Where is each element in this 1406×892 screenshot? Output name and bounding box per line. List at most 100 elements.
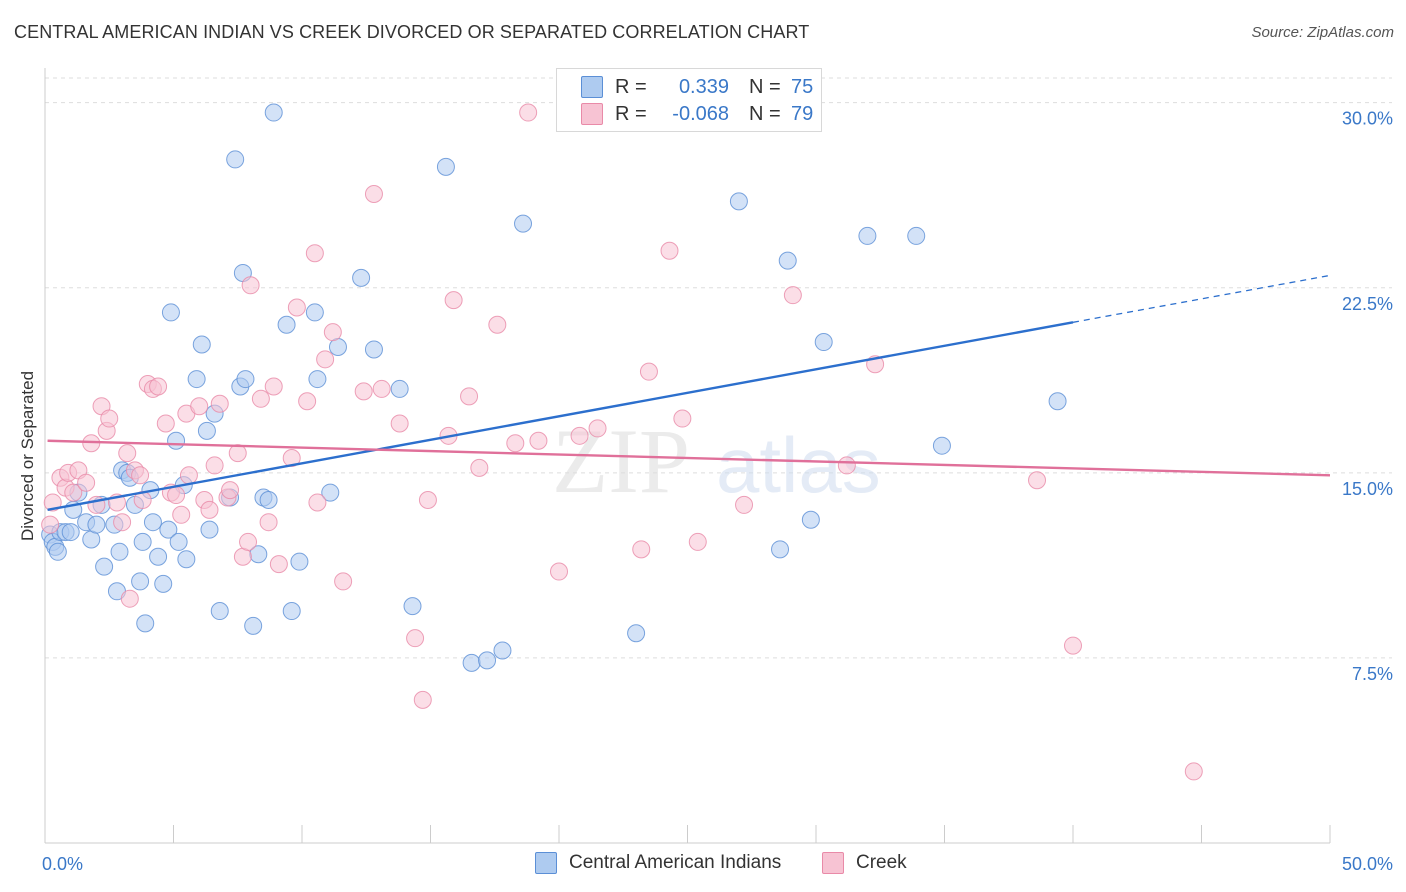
point-blue bbox=[259, 490, 278, 509]
point-blue bbox=[436, 157, 455, 176]
point-blue bbox=[290, 552, 309, 571]
point-pink bbox=[688, 532, 707, 551]
point-blue bbox=[200, 520, 219, 539]
point-pink bbox=[205, 456, 224, 475]
point-pink bbox=[418, 490, 437, 509]
point-pink bbox=[100, 409, 119, 428]
point-pink bbox=[287, 298, 306, 317]
point-pink bbox=[298, 392, 317, 411]
bottom-legend-swatch-pink bbox=[822, 852, 844, 874]
point-pink bbox=[570, 426, 589, 445]
chart-title: CENTRAL AMERICAN INDIAN VS CREEK DIVORCE… bbox=[14, 22, 810, 42]
point-pink bbox=[529, 431, 548, 450]
point-pink bbox=[77, 473, 96, 492]
point-pink bbox=[1028, 471, 1047, 490]
legend-r-label: R = bbox=[615, 102, 647, 125]
point-pink bbox=[673, 409, 692, 428]
point-blue bbox=[771, 540, 790, 559]
point-blue bbox=[110, 542, 129, 561]
source-label: Source: ZipAtlas.com bbox=[1251, 24, 1394, 41]
legend-n-label: N = bbox=[749, 75, 781, 98]
correlation-legend: R = 0.339 N = 75 R = -0.068 N = 79 bbox=[556, 68, 822, 132]
point-blue bbox=[133, 532, 152, 551]
point-pink bbox=[113, 513, 132, 532]
point-pink bbox=[190, 397, 209, 416]
point-pink bbox=[735, 495, 754, 514]
data-points bbox=[41, 103, 1203, 781]
trend-lines bbox=[47, 274, 1331, 512]
point-pink bbox=[167, 486, 186, 505]
legend-n-label: N = bbox=[749, 102, 781, 125]
point-blue bbox=[308, 370, 327, 389]
legend-r-label: R = bbox=[615, 75, 647, 98]
point-pink bbox=[364, 184, 383, 203]
point-blue bbox=[627, 624, 646, 643]
point-blue bbox=[95, 557, 114, 576]
point-blue bbox=[236, 370, 255, 389]
point-blue bbox=[1048, 392, 1067, 411]
point-blue bbox=[87, 515, 106, 534]
legend-r-value: 0.339 bbox=[678, 75, 729, 98]
point-pink bbox=[506, 434, 525, 453]
y-tick-label: 7.5% bbox=[1352, 664, 1393, 684]
point-pink bbox=[221, 481, 240, 500]
point-pink bbox=[64, 483, 83, 502]
point-blue bbox=[161, 303, 180, 322]
point-blue bbox=[514, 214, 533, 233]
point-blue bbox=[167, 431, 186, 450]
point-pink bbox=[200, 500, 219, 519]
point-blue bbox=[192, 335, 211, 354]
point-blue bbox=[858, 226, 877, 245]
point-pink bbox=[131, 466, 150, 485]
point-pink bbox=[1064, 636, 1082, 655]
point-blue bbox=[277, 315, 296, 334]
axes bbox=[44, 68, 1331, 844]
point-blue bbox=[187, 370, 206, 389]
point-blue bbox=[48, 542, 67, 561]
y-tick-label: 22.5% bbox=[1342, 294, 1393, 314]
point-blue bbox=[907, 226, 926, 245]
bottom-legend-swatch-blue bbox=[535, 852, 557, 874]
point-blue bbox=[210, 602, 229, 621]
point-blue bbox=[390, 379, 409, 398]
trend-extension-blue bbox=[1072, 274, 1331, 323]
point-blue bbox=[264, 103, 283, 122]
trend-line-pink bbox=[47, 439, 1331, 477]
legend-n-value: 75 bbox=[791, 75, 814, 98]
x-tick-label: 0.0% bbox=[42, 854, 83, 874]
point-pink bbox=[488, 315, 507, 334]
point-blue bbox=[364, 340, 383, 359]
point-blue bbox=[352, 268, 371, 287]
point-pink bbox=[470, 458, 489, 477]
point-blue bbox=[932, 436, 951, 455]
point-pink bbox=[308, 493, 327, 512]
y-axis-label: Divorced or Separated bbox=[18, 370, 37, 542]
legend-row-blue: R = 0.339 N = 75 bbox=[581, 75, 813, 99]
y-tick-label: 15.0% bbox=[1342, 479, 1393, 499]
point-pink bbox=[251, 389, 270, 408]
point-blue bbox=[136, 614, 155, 633]
point-blue bbox=[154, 574, 173, 593]
point-pink bbox=[550, 562, 568, 581]
point-blue bbox=[169, 532, 188, 551]
point-blue bbox=[814, 333, 833, 352]
point-blue bbox=[149, 547, 168, 566]
point-blue bbox=[729, 192, 748, 211]
point-pink bbox=[239, 532, 258, 551]
bottom-legend-label: Creek bbox=[856, 852, 907, 873]
y-tick-label: 30.0% bbox=[1342, 109, 1393, 129]
bottom-legend-label: Central American Indians bbox=[569, 852, 782, 873]
point-pink bbox=[632, 540, 651, 559]
point-pink bbox=[406, 629, 425, 648]
point-pink bbox=[282, 449, 301, 468]
point-pink bbox=[41, 515, 60, 534]
point-pink bbox=[149, 377, 168, 396]
point-pink bbox=[390, 414, 409, 433]
point-pink bbox=[210, 394, 229, 413]
point-blue bbox=[493, 641, 512, 660]
point-pink bbox=[172, 505, 191, 524]
point-blue bbox=[282, 602, 301, 621]
legend-n-value: 79 bbox=[791, 102, 814, 125]
point-blue bbox=[244, 616, 263, 635]
point-pink bbox=[118, 444, 137, 463]
